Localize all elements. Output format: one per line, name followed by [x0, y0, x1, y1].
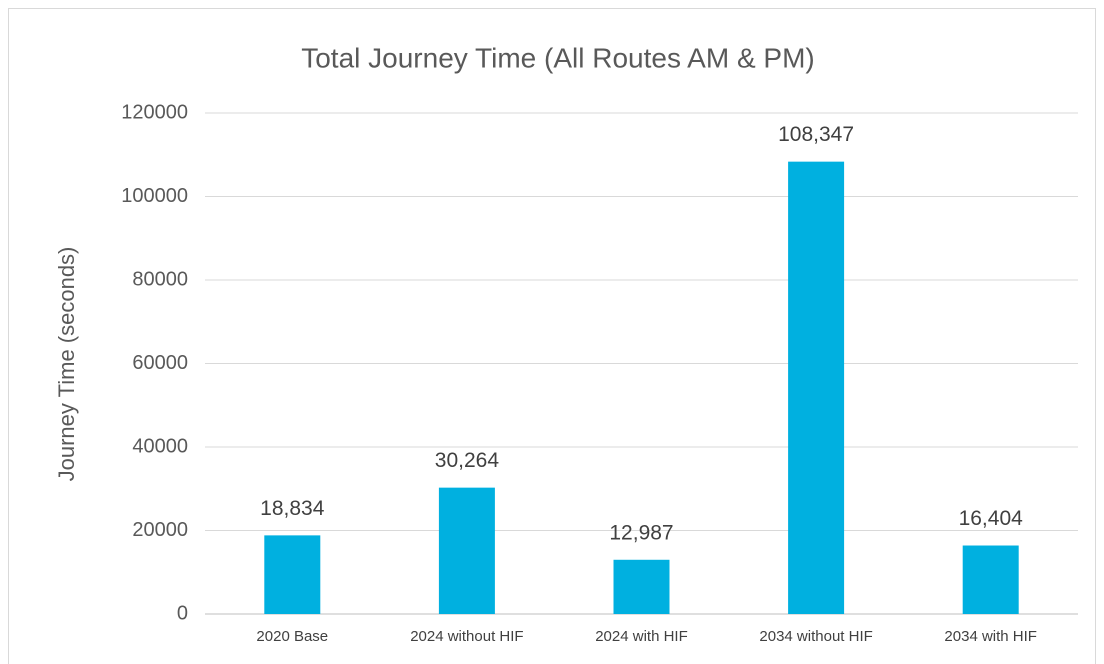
value-label: 12,987	[609, 521, 673, 544]
value-label: 108,347	[778, 123, 854, 146]
x-tick-label: 2024 without HIF	[410, 628, 523, 645]
x-tick-label: 2020 Base	[256, 628, 328, 645]
y-tick-label: 120000	[121, 101, 188, 123]
chart-border	[8, 8, 1096, 664]
value-label: 18,834	[260, 497, 325, 520]
value-label: 16,404	[959, 507, 1024, 530]
value-label: 30,264	[435, 449, 500, 472]
y-tick-label: 80000	[132, 268, 188, 290]
y-tick-label: 60000	[132, 352, 188, 374]
bar	[438, 487, 495, 614]
y-tick-label: 0	[177, 602, 188, 624]
bar	[788, 161, 845, 614]
x-tick-label: 2034 without HIF	[759, 628, 872, 645]
bar	[264, 535, 321, 614]
chart-title: Total Journey Time (All Routes AM & PM)	[301, 42, 815, 73]
x-tick-label: 2034 with HIF	[944, 628, 1037, 645]
y-tick-label: 100000	[121, 185, 188, 207]
y-tick-label: 40000	[132, 435, 188, 457]
x-tick-label: 2024 with HIF	[595, 628, 688, 645]
bar	[613, 559, 670, 614]
y-tick-label: 20000	[132, 519, 188, 541]
y-axis-label: Journey Time (seconds)	[54, 247, 79, 482]
bar	[962, 545, 1019, 614]
